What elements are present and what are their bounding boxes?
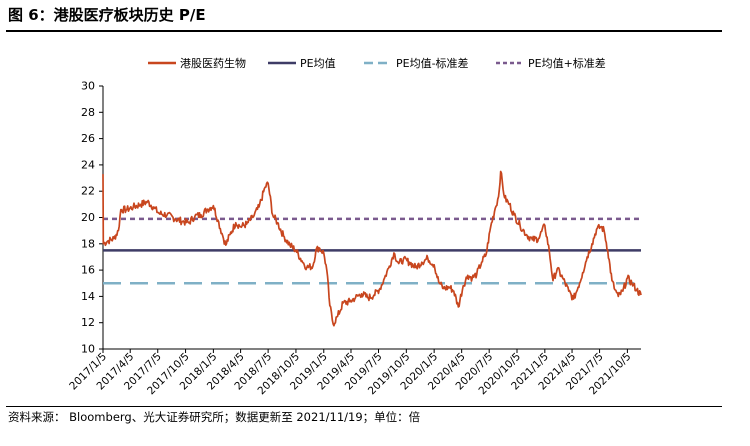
legend: 港股医药生物 PE均值 PE均值-标准差 PE均值+标准差 <box>148 56 606 70</box>
figure-source: 资料来源： Bloomberg、光大证券研究所；数据更新至 2021/11/19… <box>8 410 421 424</box>
source-rule <box>6 406 722 407</box>
y-tick-label: 28 <box>81 106 95 119</box>
legend-label-3: PE均值+标准差 <box>528 56 606 70</box>
title-rule <box>6 30 722 32</box>
y-tick-label: 22 <box>81 185 95 198</box>
legend-label-2: PE均值-标准差 <box>396 56 469 70</box>
y-tick-label: 18 <box>81 237 95 250</box>
y-tick-label: 26 <box>81 132 95 145</box>
figure-title: 图 6：港股医疗板块历史 P/E <box>8 6 206 24</box>
legend-label-1: PE均值 <box>300 57 336 70</box>
y-tick-label: 12 <box>81 316 95 329</box>
axes: 10121416182022242628302017/1/52017/4/520… <box>67 80 641 397</box>
y-tick-label: 14 <box>81 290 95 303</box>
y-tick-label: 20 <box>81 211 95 224</box>
y-tick-label: 30 <box>81 80 95 93</box>
y-tick-label: 10 <box>81 343 95 356</box>
y-tick-label: 16 <box>81 264 95 277</box>
series-line-0 <box>102 170 642 327</box>
legend-label-0: 港股医药生物 <box>180 56 246 70</box>
y-tick-label: 24 <box>81 158 95 171</box>
reference-lines <box>103 217 641 285</box>
series-group <box>102 170 642 327</box>
